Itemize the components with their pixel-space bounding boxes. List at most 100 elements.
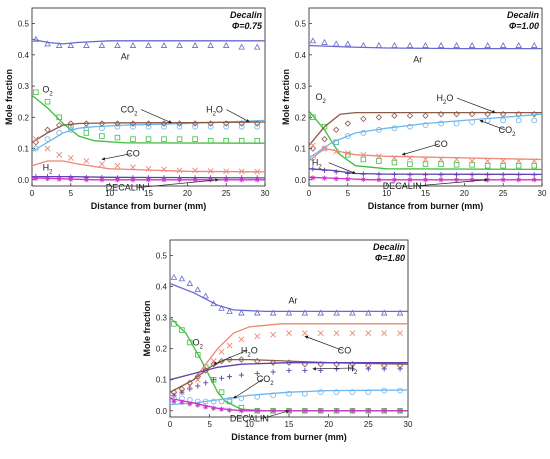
data-point-h2: [349, 366, 356, 372]
data-point-decalin: [469, 177, 475, 183]
data-point-h2o: [114, 120, 121, 127]
data-point-o2: [407, 161, 413, 167]
y-axis-label: Mole fraction: [281, 69, 291, 125]
data-point-co2: [192, 123, 198, 130]
data-point-h2o: [321, 135, 328, 143]
label-h2: H2: [348, 363, 359, 376]
data-point-o2: [531, 162, 537, 169]
y-axis-label: Mole fraction: [142, 300, 152, 356]
y-tick-label: 0.1: [156, 376, 168, 385]
data-point-co2: [226, 397, 233, 403]
data-point-co2: [161, 123, 167, 130]
data-point-decalin: [68, 176, 74, 183]
data-point-o2: [422, 161, 429, 167]
data-point-ar: [309, 37, 317, 44]
data-point-h2: [302, 367, 308, 374]
data-point-decalin: [360, 176, 366, 183]
data-point-co2: [223, 123, 230, 130]
data-point-h2: [469, 172, 475, 178]
x-tick-label: 5: [346, 189, 351, 198]
data-point-ar: [332, 40, 340, 47]
data-point-h2: [286, 367, 292, 374]
data-point-decalin: [179, 399, 185, 405]
data-point-ar: [218, 304, 225, 311]
x-tick-label: 20: [460, 189, 469, 198]
chart-subtitle: Φ=1.00: [509, 21, 539, 31]
data-point-o2: [218, 389, 225, 395]
y-tick-label: 0.0: [156, 407, 168, 416]
data-point-co2: [270, 392, 277, 399]
data-point-o2: [161, 136, 167, 142]
data-point-co2: [210, 398, 217, 405]
data-point-co: [67, 154, 74, 161]
data-point-co: [531, 158, 538, 164]
label-co: CO: [338, 345, 352, 355]
data-point-ar: [207, 42, 214, 48]
x-axis-label: Distance from burner (mm): [91, 201, 207, 211]
data-point-co: [286, 330, 292, 337]
data-point-co: [161, 166, 167, 173]
data-point-h2o: [129, 120, 137, 127]
data-point-decalin: [254, 408, 260, 414]
model-line-co2: [309, 113, 542, 159]
model-line-decalin: [170, 397, 408, 412]
data-point-co2: [360, 130, 367, 136]
chart-panel-1: 0 5 10 15 20 25 30 0.0 0.1 0.2 0.3 0.4 0.5 Distance f…: [4, 7, 270, 211]
data-point-h2o: [468, 111, 476, 118]
data-point-ar: [360, 42, 367, 48]
data-point-co: [192, 167, 199, 174]
x-tick-label: 25: [222, 189, 231, 198]
data-point-h2: [422, 172, 429, 178]
data-point-co: [375, 153, 382, 160]
data-point-co2: [381, 387, 388, 394]
data-point-h2: [179, 389, 185, 395]
model-line-h2o: [309, 111, 542, 146]
data-point-decalin: [192, 177, 198, 183]
data-point-co: [145, 165, 152, 172]
data-point-h2: [407, 172, 413, 178]
data-point-ar: [170, 273, 178, 280]
data-point-co2: [254, 393, 261, 400]
data-point-o2: [438, 161, 444, 167]
y-tick-label: 0.2: [156, 345, 168, 354]
data-point-co: [469, 158, 476, 164]
x-tick-label: 20: [183, 189, 192, 198]
data-point-co2: [333, 139, 340, 146]
annotation-arrow: [213, 350, 248, 365]
data-point-co2: [484, 117, 491, 124]
model-line-o2: [309, 110, 542, 171]
x-tick-label: 5: [207, 420, 212, 429]
label-ar: Ar: [288, 296, 297, 306]
data-point-co2: [397, 387, 403, 394]
annotation-arrow: [226, 109, 250, 123]
data-point-h2: [270, 369, 276, 375]
data-point-h2o: [515, 111, 522, 118]
data-point-co: [130, 164, 136, 171]
data-point-h2o: [437, 111, 445, 118]
y-tick-label: 0.2: [18, 113, 30, 122]
data-point-o2: [195, 352, 201, 358]
data-point-o2: [238, 137, 245, 144]
data-point-ar: [129, 42, 137, 48]
data-point-decalin: [318, 408, 324, 414]
data-point-co2: [391, 125, 398, 132]
data-point-ar: [202, 292, 209, 299]
data-point-h2: [453, 172, 460, 178]
data-point-co2: [500, 117, 507, 124]
data-point-o2: [99, 133, 105, 139]
data-point-ar: [114, 42, 121, 48]
data-point-co: [317, 330, 324, 337]
data-point-ar: [269, 309, 277, 316]
data-point-decalin: [302, 408, 308, 414]
y-tick-label: 0.4: [18, 51, 30, 60]
data-point-h2o: [223, 120, 230, 127]
x-tick-label: 10: [105, 189, 114, 198]
data-point-ar: [365, 309, 372, 316]
annotation-arrow: [328, 162, 356, 174]
data-point-h2: [381, 366, 387, 372]
annotation-arrow: [479, 119, 506, 131]
data-point-h2o: [391, 112, 398, 119]
data-point-co: [218, 348, 225, 355]
data-point-h2o: [207, 120, 214, 127]
data-point-co2: [349, 389, 356, 396]
